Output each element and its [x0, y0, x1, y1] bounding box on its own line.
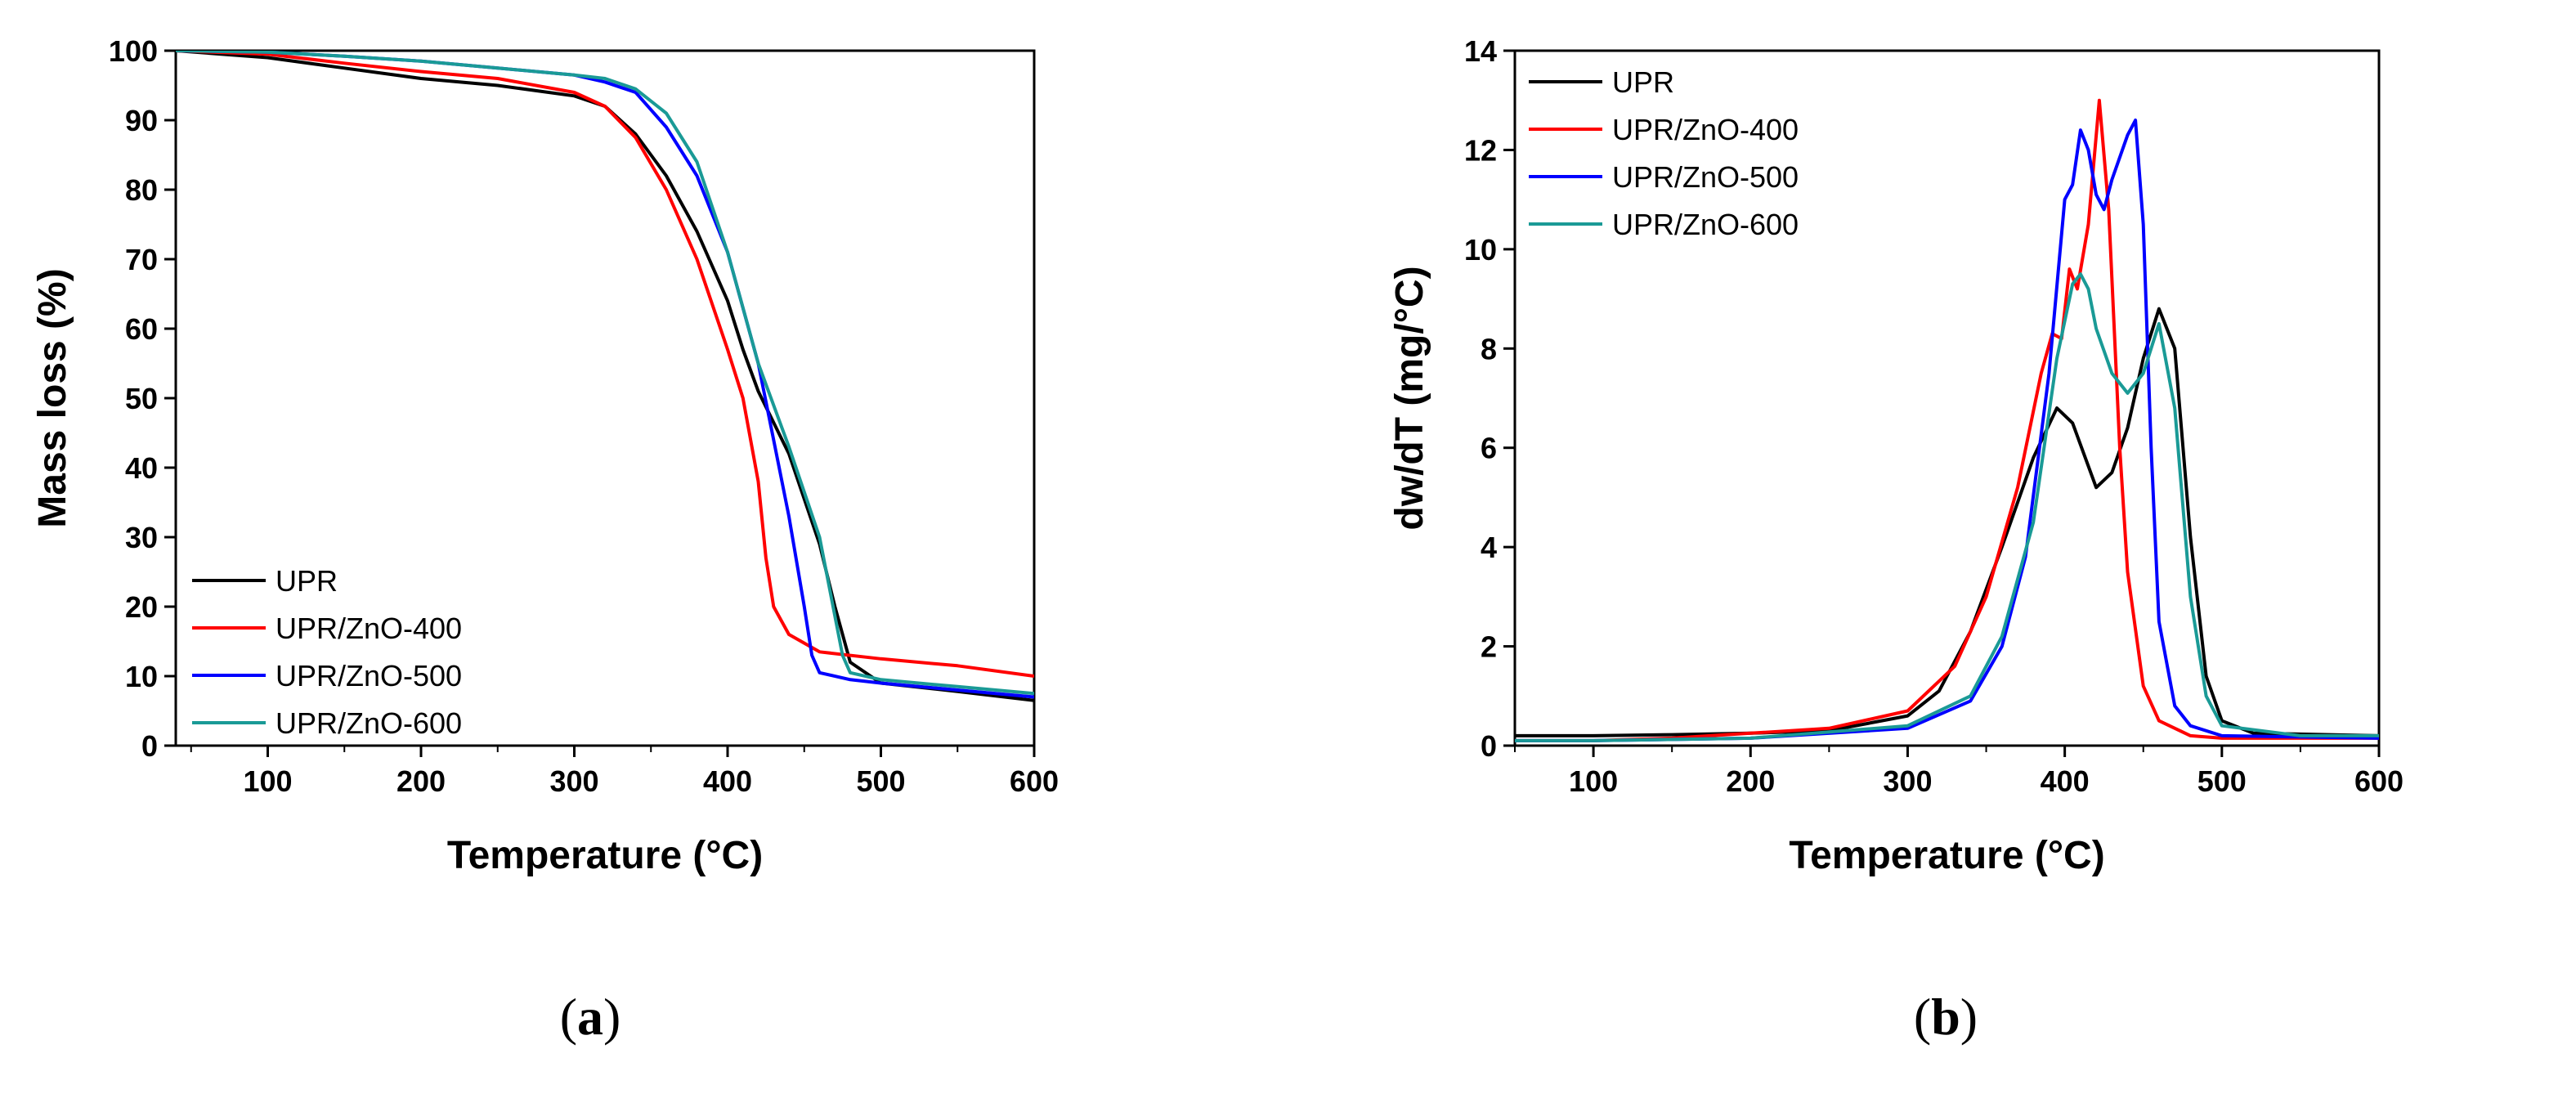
x-tick-label: 100 — [243, 764, 292, 798]
x-tick-label: 400 — [703, 764, 752, 798]
x-tick-label: 100 — [1569, 764, 1618, 798]
x-tick-label: 500 — [856, 764, 905, 798]
x-tick-label: 200 — [396, 764, 446, 798]
legend-label: UPR/ZnO-600 — [1612, 208, 1799, 241]
legend-label: UPR — [276, 564, 338, 598]
y-tick-label: 90 — [125, 104, 158, 137]
y-tick-label: 80 — [125, 173, 158, 207]
y-tick-label: 10 — [125, 660, 158, 693]
legend-label: UPR/ZnO-400 — [276, 612, 462, 645]
series-line-upr-zno-600 — [176, 51, 1034, 696]
y-axis-label: Mass loss (%) — [31, 268, 74, 527]
legend-label: UPR — [1612, 65, 1674, 99]
plot-frame — [1513, 49, 2381, 747]
y-tick-label: 50 — [125, 382, 158, 415]
y-tick-label: 14 — [1464, 34, 1497, 68]
panel-label: (a) — [560, 988, 621, 1046]
y-tick-label: 2 — [1481, 630, 1497, 664]
series-line-upr-zno-500 — [176, 51, 1034, 699]
y-tick-label: 0 — [141, 729, 158, 763]
y-tick-label: 8 — [1481, 332, 1497, 365]
x-tick-label: 600 — [2354, 764, 2404, 798]
y-tick-label: 0 — [1481, 729, 1497, 763]
y-tick-label: 12 — [1464, 133, 1497, 167]
legend-label: UPR/ZnO-400 — [1612, 113, 1799, 146]
x-tick-label: 400 — [2041, 764, 2090, 798]
panel-label: (b) — [1914, 988, 1978, 1046]
y-tick-label: 20 — [125, 590, 158, 624]
y-tick-label: 40 — [125, 451, 158, 485]
y-tick-label: 10 — [1464, 233, 1497, 267]
series-line-upr-zno-400 — [1515, 98, 2379, 742]
x-tick-label: 300 — [1883, 764, 1932, 798]
legend-label: UPR/ZnO-600 — [276, 706, 462, 740]
x-tick-label: 500 — [2197, 764, 2247, 798]
x-tick-label: 600 — [1010, 764, 1059, 798]
legend-label: UPR/ZnO-500 — [1612, 160, 1799, 194]
x-tick-label: 200 — [1726, 764, 1775, 798]
y-tick-label: 70 — [125, 243, 158, 276]
chart-panel-a: 100 200 300 400 500 600 0 10 20 30 40 50 60 70 80 90 100… — [31, 34, 1059, 1046]
y-axis-label: dw/dT (mg/°C) — [1388, 266, 1431, 530]
y-tick-label: 100 — [109, 34, 158, 68]
series-line-upr — [176, 51, 1034, 702]
series-line-upr-zno-400 — [176, 51, 1034, 678]
x-tick-label: 300 — [549, 764, 598, 798]
y-tick-label: 6 — [1481, 432, 1497, 465]
x-axis-label: Temperature (°C) — [1789, 834, 2104, 877]
chart-panel-b: 100 200 300 400 500 600 0 2 4 6 8 10 12 14 Temperature… — [1388, 34, 2404, 1046]
series-line-upr-zno-600 — [1515, 272, 2379, 742]
x-axis-label: Temperature (°C) — [447, 834, 763, 877]
series-line-upr-zno-500 — [1515, 119, 2379, 742]
y-tick-label: 30 — [125, 521, 158, 554]
legend-label: UPR/ZnO-500 — [276, 659, 462, 692]
y-tick-label: 4 — [1481, 531, 1497, 564]
y-tick-label: 60 — [125, 312, 158, 346]
